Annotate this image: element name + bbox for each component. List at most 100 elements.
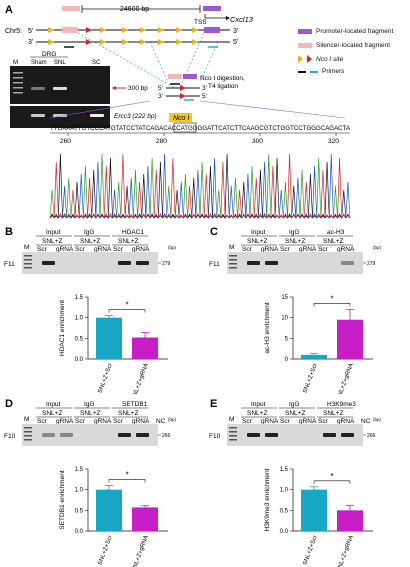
lane-grna: gRNA: [337, 246, 355, 253]
ladder-band: [24, 263, 32, 265]
ladder-band: [24, 427, 32, 429]
panel-letter: B: [5, 226, 13, 238]
lane-grna: gRNA: [56, 246, 74, 253]
panel-d-chart: 0.0 0.5 1.0 1.5 SETDB1 enrichment SNL+Z+Scr SN…: [59, 467, 168, 567]
ladder-band: [229, 263, 237, 265]
y-tick-label: 15: [281, 295, 288, 301]
panel-letter: D: [5, 398, 13, 410]
y-tick-label: 0.0: [75, 357, 84, 363]
digestion-line1: Nco I digestion,: [200, 75, 245, 82]
nco-site-bottom: [48, 39, 54, 45]
panel-a-svg: A 24600 bp Cxcl13 TSS Chr5: 5' 3' 3' 5' …: [5, 4, 350, 219]
panel-letter: E: [210, 398, 217, 410]
nco-site-bottom: [176, 39, 182, 45]
gel-band: [341, 261, 354, 265]
group-label: ac-H3: [327, 229, 345, 236]
cond-label: SNL+Z: [118, 238, 138, 245]
marker-label: M: [24, 244, 29, 251]
lane-grna: gRNA: [132, 246, 150, 253]
y-tick-label: 0.5: [75, 336, 84, 342]
nco-box-label: Nco I: [173, 115, 189, 122]
x-tick-label: SNL+Z+gRNA: [336, 535, 355, 567]
group-label: IgG: [84, 229, 94, 236]
promoter-fragment-top: [203, 6, 221, 11]
ladder-band: [24, 431, 32, 433]
cond-label: SNL+Z: [247, 238, 267, 245]
y-tick-label: 1.5: [75, 467, 84, 473]
gel-band: [247, 433, 260, 437]
legend-nco: Nco I site: [298, 55, 343, 63]
band-ercc3-sham: [31, 114, 45, 117]
bar: [132, 337, 158, 359]
lane-grna: gRNA: [337, 418, 355, 425]
size-label: 266: [367, 433, 376, 439]
lane-grna: gRNA: [132, 418, 150, 425]
y-tick-label: 1.5: [75, 295, 84, 301]
band-300-label: 300 bp: [128, 85, 148, 92]
pos-260: 260: [60, 138, 71, 145]
nco-site-top: [48, 27, 54, 33]
sig-star: *: [125, 471, 128, 480]
group-label: Input: [46, 401, 61, 408]
lane-grna: gRNA: [94, 246, 112, 253]
x-tick-label: SNL+Z+Scr: [98, 363, 114, 394]
cond-label: SNL+Z: [80, 238, 100, 245]
ladder-band: [229, 259, 237, 261]
group-label: Input: [46, 229, 61, 236]
sequence-text: TTGAAATTGTCCCATGTATCCTATCAGACACCATGGGGAT…: [50, 125, 350, 132]
group-label: HDAC1: [122, 229, 144, 236]
nco-site-ligation: [180, 85, 186, 91]
nco-sites-group: [48, 27, 198, 45]
row-label: F11: [209, 261, 220, 268]
cond-label: SNL+Z: [80, 410, 100, 417]
y-tick-label: 1.0: [75, 316, 84, 322]
y-axis-label: ac-H3 enrichment: [264, 302, 271, 353]
lane-scr: Scr: [37, 246, 48, 253]
y-tick-label: 1.0: [280, 488, 289, 494]
cond-label: SNL+Z: [285, 410, 305, 417]
svg-text:3': 3': [233, 28, 238, 35]
bar: [96, 489, 122, 531]
size-label: 266: [162, 433, 171, 439]
band-sham: [31, 87, 45, 90]
nco-site-bottom: [86, 39, 92, 45]
row-label: F10: [4, 433, 16, 440]
cond-label: SNL+Z: [118, 410, 138, 417]
svg-text:DRG: DRG: [42, 51, 56, 58]
lane-grna: gRNA: [261, 246, 279, 253]
svg-text:5': 5': [202, 93, 207, 100]
y-tick-label: 1.0: [75, 488, 84, 494]
ladder-band: [229, 439, 237, 441]
x-tick-label: SNL+Z+Scr: [98, 535, 114, 567]
ladder-band: [24, 259, 32, 261]
ladder-band: [24, 255, 32, 257]
gel-band: [323, 433, 336, 437]
bar: [337, 510, 363, 531]
gel-band: [118, 433, 131, 437]
y-tick-label: 10: [281, 316, 288, 322]
y-tick-label: 0: [285, 357, 289, 363]
lane-m: M: [13, 60, 18, 66]
lane-grna: gRNA: [261, 418, 279, 425]
nco-site-top: [140, 27, 146, 33]
svg-text:5': 5': [233, 39, 238, 46]
panel-letter: C: [210, 226, 218, 238]
lane-scr: Scr: [75, 418, 86, 425]
lane-grna: gRNA: [94, 418, 112, 425]
gel-band: [136, 433, 149, 437]
lane-snl: SNL: [54, 60, 66, 66]
lane-scr: Scr: [113, 418, 124, 425]
nco-site-top: [176, 27, 182, 33]
distance-label: 24600 bp: [120, 6, 149, 13]
marker-label: M: [229, 416, 234, 423]
legend-promoter: Promoter-located fragment: [298, 28, 393, 35]
y-tick-label: 0.5: [75, 508, 84, 514]
sig-star: *: [125, 301, 128, 310]
lane-scr: Scr: [113, 246, 124, 253]
bar: [132, 507, 158, 531]
panel-c: C Input SNL+Z Scr gRNA IgG SNL+Z Scr gRNA ac-H3 SN…: [205, 222, 410, 394]
bar: [96, 317, 122, 359]
